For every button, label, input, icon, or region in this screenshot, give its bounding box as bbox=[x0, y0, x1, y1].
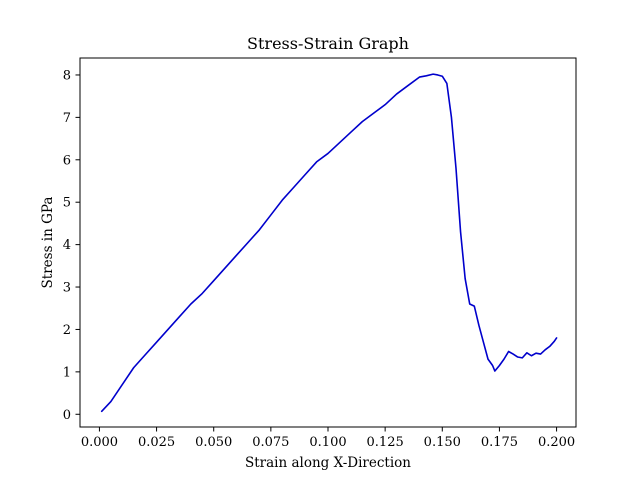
y-axis-label: Stress in GPa bbox=[40, 197, 56, 289]
y-tick-label: 4 bbox=[63, 238, 71, 253]
series-line bbox=[100, 73, 558, 413]
x-tick-label: 0.200 bbox=[538, 435, 575, 450]
x-axis-label: Strain along X-Direction bbox=[245, 455, 411, 471]
y-tick-label: 6 bbox=[63, 153, 71, 168]
x-tick-label: 0.075 bbox=[252, 435, 289, 450]
y-tick-label: 7 bbox=[63, 111, 71, 126]
chart-title: Stress-Strain Graph bbox=[247, 34, 409, 53]
x-tick-label: 0.125 bbox=[367, 435, 404, 450]
x-tick-label: 0.050 bbox=[195, 435, 232, 450]
x-tick-label: 0.150 bbox=[424, 435, 461, 450]
x-tick-label: 0.175 bbox=[481, 435, 518, 450]
x-tick-label: 0.025 bbox=[138, 435, 175, 450]
plot-lines bbox=[100, 73, 558, 413]
x-tick-label: 0.100 bbox=[309, 435, 346, 450]
y-tick-label: 0 bbox=[63, 408, 71, 423]
y-axis-ticks: 0 1 2 3 4 5 6 7 8 bbox=[63, 68, 80, 423]
x-axis-ticks: 0.000 0.025 0.050 0.075 0.100 0.125 0.150 0.175… bbox=[81, 427, 575, 450]
x-tick-label: 0.000 bbox=[81, 435, 118, 450]
y-tick-label: 2 bbox=[63, 323, 71, 338]
y-tick-label: 8 bbox=[63, 68, 71, 83]
y-tick-label: 5 bbox=[63, 196, 71, 211]
y-tick-label: 3 bbox=[63, 281, 71, 296]
plot-frame bbox=[79, 57, 577, 428]
y-tick-label: 1 bbox=[63, 365, 71, 380]
